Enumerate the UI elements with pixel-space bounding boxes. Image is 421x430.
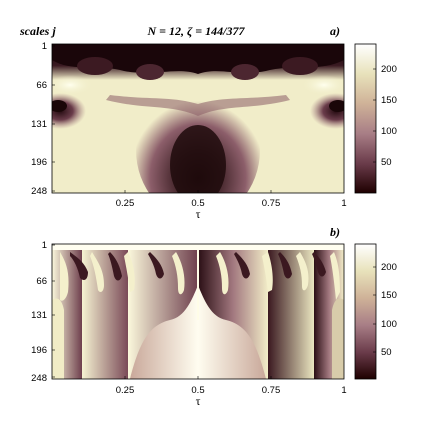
panel-a-y-tick-label: 131 xyxy=(31,119,47,130)
panel-b-x-ticks: 0.25 0.5 0.75 1 xyxy=(116,376,347,396)
panel-a-x-axis-label: τ xyxy=(196,207,201,221)
panel-b-x-tick-label: 1 xyxy=(341,385,346,396)
colorbar-a-tick-label: 150 xyxy=(381,95,397,106)
panel-b-y-ticks: 1 66 131 196 248 xyxy=(31,240,55,384)
panel-b-heatmap xyxy=(52,244,344,379)
panel-a-x-ticks: 0.25 0.5 0.75 1 xyxy=(116,190,347,209)
colorbar-a-tick-label: 100 xyxy=(381,126,397,137)
panel-b-x-tick-label: 0.5 xyxy=(191,385,204,396)
panel-a-label: a) xyxy=(330,24,340,38)
y-axis-caption: scales j xyxy=(19,24,56,38)
panel-a-y-tick-label: 248 xyxy=(31,186,47,197)
panel-a-y-tick-label: 196 xyxy=(31,157,47,168)
panel-b-y-tick-label: 66 xyxy=(36,276,47,287)
panel-b-y-tick-label: 196 xyxy=(31,345,47,356)
colorbar-b-tick-label: 100 xyxy=(381,319,397,330)
panel-b-y-tick-label: 248 xyxy=(31,373,47,384)
panel-a: a) xyxy=(31,24,397,221)
panel-b-colorbar: 200 150 100 50 xyxy=(354,243,397,380)
colorbar-a-tick-label: 50 xyxy=(381,157,392,168)
colorbar-b-tick-label: 150 xyxy=(381,290,397,301)
panel-b: b) xyxy=(31,225,397,408)
panel-a-x-tick-label: 0.5 xyxy=(191,198,204,209)
panel-a-y-ticks: 1 66 131 196 248 xyxy=(31,41,55,197)
panel-b-y-tick-label: 131 xyxy=(31,310,47,321)
panel-a-y-tick-label: 1 xyxy=(42,41,47,52)
panel-b-x-tick-label: 0.75 xyxy=(262,385,281,396)
panel-a-x-tick-label: 0.75 xyxy=(262,198,281,209)
colorbar-b-tick-label: 200 xyxy=(381,262,397,273)
panel-b-label: b) xyxy=(330,225,340,239)
panel-a-heatmap xyxy=(52,44,344,193)
panel-a-x-tick-label: 0.25 xyxy=(116,198,135,209)
panel-b-x-tick-label: 0.25 xyxy=(116,385,135,396)
panel-b-x-axis-label: τ xyxy=(196,394,201,408)
panel-a-colorbar: 200 150 100 50 xyxy=(354,43,397,194)
colorbar-b-tick-label: 50 xyxy=(381,347,392,358)
panel-b-y-tick-label: 1 xyxy=(42,240,47,251)
figure-title: N = 12, ζ = 144/377 xyxy=(147,24,246,38)
panel-a-x-tick-label: 1 xyxy=(341,198,346,209)
colorbar-a-tick-label: 200 xyxy=(381,64,397,75)
panel-a-y-tick-label: 66 xyxy=(36,80,47,91)
